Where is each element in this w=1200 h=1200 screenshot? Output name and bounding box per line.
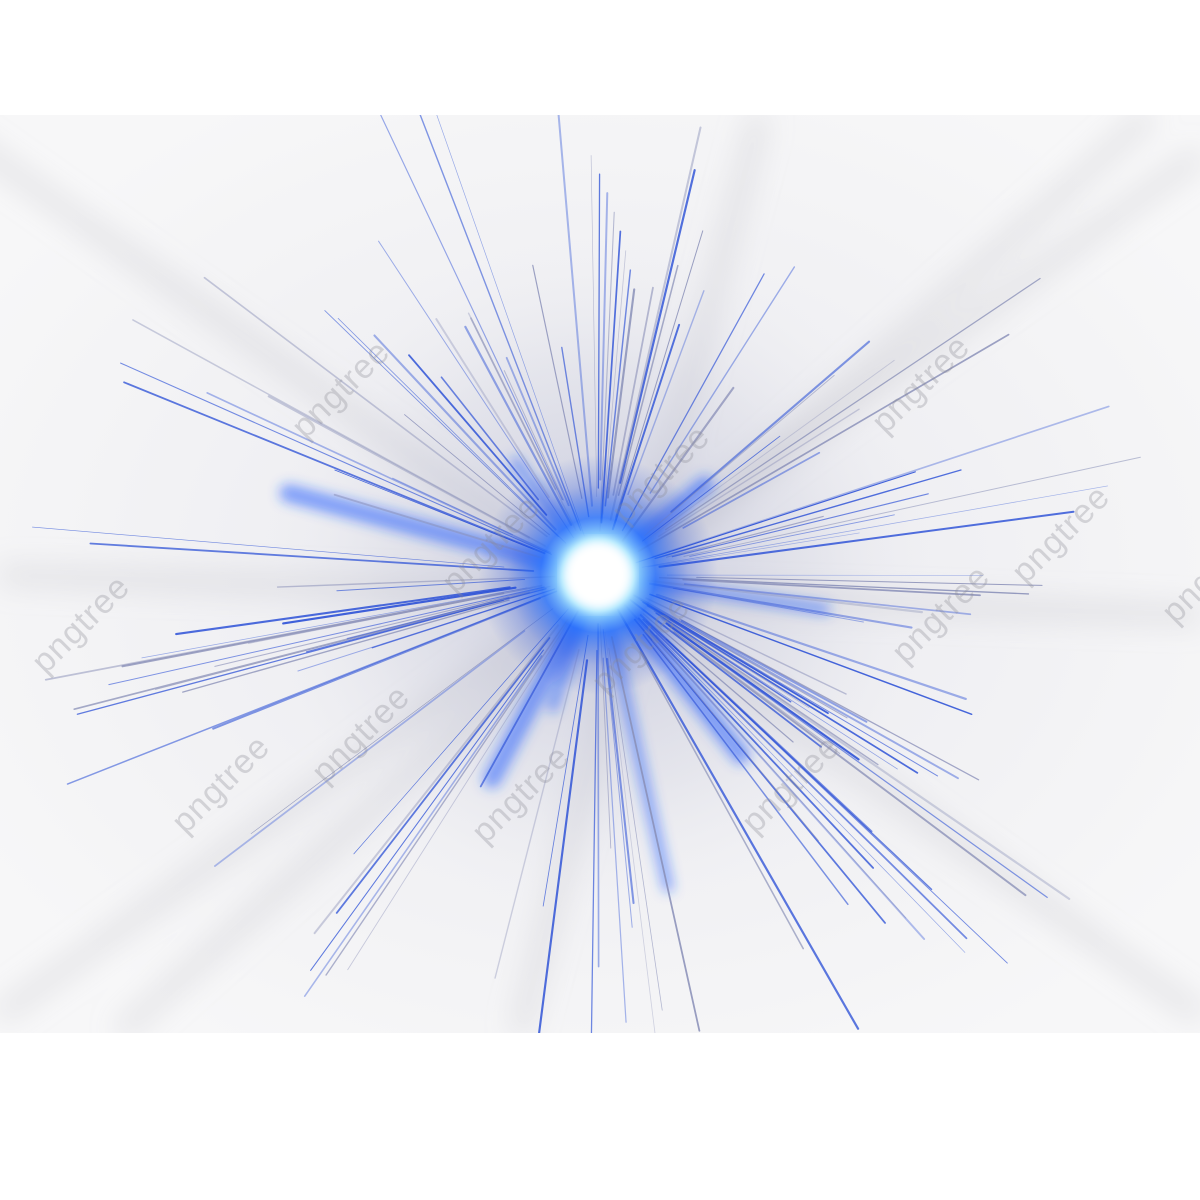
light-ray bbox=[679, 618, 980, 781]
light-ray bbox=[656, 634, 966, 953]
light-ray bbox=[44, 584, 543, 681]
light-ray bbox=[602, 657, 627, 1023]
light-ray bbox=[590, 649, 598, 1033]
light-ray bbox=[435, 318, 550, 499]
light-ray bbox=[282, 586, 517, 625]
light-ray bbox=[303, 655, 543, 997]
light-ray bbox=[680, 619, 868, 723]
light-ray bbox=[419, 115, 582, 531]
light-ray bbox=[494, 649, 580, 979]
light-ray bbox=[123, 381, 546, 555]
light-ray bbox=[670, 340, 871, 513]
light-ray bbox=[658, 510, 1075, 568]
light-ray bbox=[657, 640, 907, 919]
light-ray bbox=[616, 608, 860, 1030]
light-ray bbox=[641, 485, 1108, 568]
light-ray bbox=[313, 624, 560, 935]
light-ray bbox=[652, 405, 1110, 558]
light-ray bbox=[610, 636, 701, 1032]
light-ray bbox=[682, 578, 981, 597]
light-ray bbox=[66, 590, 558, 785]
light-ray bbox=[627, 290, 705, 496]
light-ray bbox=[538, 659, 589, 1033]
light-ray bbox=[658, 577, 1030, 595]
light-ray bbox=[617, 264, 679, 496]
light-ray bbox=[673, 631, 1027, 897]
light-ray bbox=[214, 630, 526, 867]
light-ray bbox=[665, 622, 860, 761]
light-ray bbox=[661, 618, 1071, 900]
light-ray bbox=[665, 277, 1041, 531]
light-ray bbox=[73, 591, 531, 710]
light-ray bbox=[609, 126, 702, 521]
light-ray bbox=[599, 192, 609, 481]
light-ray bbox=[325, 618, 569, 976]
light-ray bbox=[89, 542, 535, 572]
light-ray bbox=[310, 649, 544, 971]
light-ray bbox=[608, 647, 663, 1011]
light-ray bbox=[557, 115, 594, 507]
light-ray bbox=[642, 618, 968, 940]
light-ray bbox=[671, 493, 929, 558]
light-ray bbox=[203, 276, 548, 538]
light-ray bbox=[649, 266, 796, 494]
light-ray bbox=[639, 651, 805, 950]
starburst-image: pngtree pngtree pngtree pngtree pngtree pngtr… bbox=[0, 115, 1200, 1033]
light-ray bbox=[141, 587, 528, 659]
light-ray bbox=[618, 169, 696, 484]
light-ray bbox=[175, 586, 511, 636]
light-ray bbox=[597, 173, 601, 489]
light-ray bbox=[108, 586, 545, 686]
light-ray bbox=[436, 115, 585, 537]
light-ray bbox=[132, 319, 546, 547]
light-ray bbox=[667, 624, 1048, 899]
light-ray bbox=[155, 598, 506, 690]
light-ray bbox=[696, 576, 1043, 586]
light-ray bbox=[120, 362, 552, 555]
light-ray bbox=[32, 526, 505, 568]
light-ray bbox=[470, 317, 557, 491]
light-ray bbox=[606, 657, 635, 905]
light-ray bbox=[267, 395, 531, 539]
light-ray bbox=[604, 631, 656, 1033]
light-ray bbox=[683, 583, 972, 616]
light-ray bbox=[689, 514, 895, 557]
starburst-graphic bbox=[0, 115, 1200, 1033]
light-ray bbox=[652, 640, 819, 842]
light-ray bbox=[380, 115, 563, 501]
light-ray bbox=[440, 376, 540, 501]
light-ray bbox=[682, 451, 821, 529]
light-ray bbox=[633, 618, 886, 924]
light-ray bbox=[335, 636, 551, 914]
light-ray bbox=[590, 155, 598, 497]
light-ray bbox=[683, 456, 1141, 557]
light-ray bbox=[642, 633, 849, 906]
light-ray bbox=[182, 599, 510, 693]
